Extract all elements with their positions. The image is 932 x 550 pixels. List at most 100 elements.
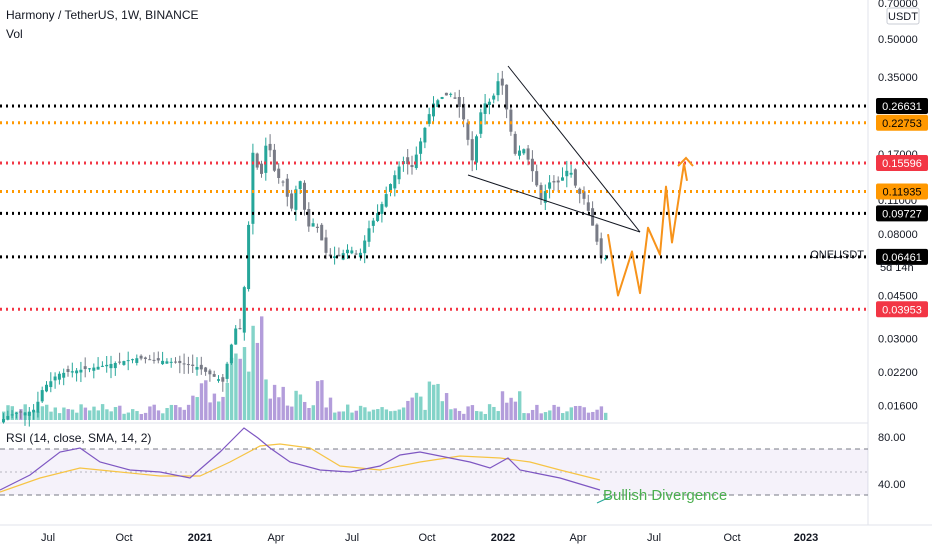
candle-body: [535, 171, 539, 186]
volume-bar: [539, 413, 543, 420]
volume-bar: [582, 407, 586, 420]
candle-body: [307, 209, 311, 227]
candle-body: [315, 226, 319, 228]
candle-body: [260, 163, 263, 174]
volume-bar: [466, 406, 470, 420]
volume-bar: [53, 407, 57, 420]
volume-bar: [492, 406, 496, 420]
volume-bar: [432, 384, 436, 420]
volume-bar: [595, 409, 599, 420]
time-label: Apr: [569, 532, 586, 544]
volume-bar: [294, 390, 298, 420]
level-badge: [876, 114, 928, 131]
candle-body: [66, 369, 70, 372]
volume-label[interactable]: Vol: [6, 27, 23, 41]
candle-body: [530, 158, 534, 172]
candle-body: [10, 414, 14, 416]
candle-body: [264, 145, 268, 173]
volume-bar: [419, 396, 423, 420]
candle-body: [432, 103, 435, 117]
candle-body: [148, 359, 152, 361]
time-label: Jul: [41, 532, 55, 544]
price-tick-label: 0.08000: [878, 229, 918, 241]
volume-bar: [358, 405, 363, 420]
volume-bar: [535, 404, 539, 420]
candle-body: [70, 371, 74, 373]
level-badge: [876, 205, 928, 222]
volume-bar: [561, 413, 565, 420]
candle-body: [49, 381, 53, 388]
currency-badge-text: USDT: [888, 11, 918, 23]
volume-bar: [548, 410, 552, 420]
candle-body: [384, 194, 388, 207]
candle-body: [161, 360, 165, 365]
candle-body: [6, 415, 10, 420]
candle-body: [358, 252, 362, 258]
volume-bar: [225, 382, 229, 420]
candle-body: [354, 253, 358, 255]
volume-bar: [174, 405, 178, 420]
volume-bar: [350, 412, 354, 420]
time-axis-labels: Jul Oct 2021 Apr Jul Oct 2022 Apr Jul Oct 2023: [41, 532, 818, 544]
volume-bar: [591, 411, 595, 420]
candle-body: [152, 359, 156, 361]
candle-body: [174, 361, 177, 363]
volume-bar: [169, 404, 174, 420]
volume-bar: [513, 401, 518, 420]
volume-bar: [66, 409, 70, 420]
volume-bar: [131, 409, 135, 420]
candle-body: [470, 139, 474, 161]
candle-body: [578, 188, 582, 194]
time-label: 2022: [491, 532, 515, 544]
volume-bar: [148, 406, 152, 420]
volume-bar: [191, 395, 195, 420]
candle-body: [371, 220, 375, 226]
candle-body: [229, 344, 233, 364]
candle-body: [543, 191, 547, 203]
candle-body: [285, 178, 289, 197]
volume-bar: [440, 401, 444, 420]
volume-bar: [569, 407, 573, 420]
candle-body: [221, 377, 225, 382]
volume-bar: [376, 409, 380, 420]
volume-bar: [324, 407, 328, 420]
volume-bar: [40, 406, 45, 420]
level-badge: [876, 155, 928, 172]
current-price-countdown: 5d 14h: [880, 262, 914, 274]
volume-bar: [307, 407, 311, 420]
volume-bar: [229, 357, 234, 420]
candle-body: [518, 150, 521, 156]
candle-body: [2, 419, 5, 423]
candle-body: [113, 362, 117, 369]
candle-body: [303, 182, 306, 210]
symbol-title[interactable]: Harmony / TetherUS, 1W, BINANCE: [6, 8, 199, 22]
volume-bar: [75, 412, 79, 420]
volume-bar: [479, 411, 483, 420]
candle-body: [281, 181, 285, 183]
currency-badge[interactable]: [886, 7, 920, 25]
candle-body: [135, 358, 139, 363]
volume-bar: [277, 397, 281, 420]
candle-body: [57, 373, 61, 380]
candle-body: [410, 165, 414, 168]
candle-body: [513, 133, 517, 154]
volume-bar: [346, 404, 350, 420]
level-badge-text: 0.09727: [882, 208, 922, 220]
candle-body: [311, 223, 315, 227]
wedge-upper-trendline: [507, 65, 641, 233]
volume-bar: [118, 405, 122, 420]
candle-body: [204, 367, 208, 372]
volume-bar: [122, 413, 126, 420]
candle-body: [277, 168, 281, 178]
rsi-indicator-label[interactable]: RSI (14, close, SMA, 14, 2): [6, 431, 151, 445]
volume-bar: [354, 410, 358, 420]
volume-bar: [208, 402, 212, 420]
candle-body: [195, 366, 199, 370]
volume-bar: [397, 409, 401, 420]
time-label: Jul: [647, 532, 661, 544]
candle-body: [105, 364, 109, 367]
candle-body: [45, 384, 48, 392]
candle-body: [561, 177, 564, 181]
volume-bar: [109, 411, 113, 420]
